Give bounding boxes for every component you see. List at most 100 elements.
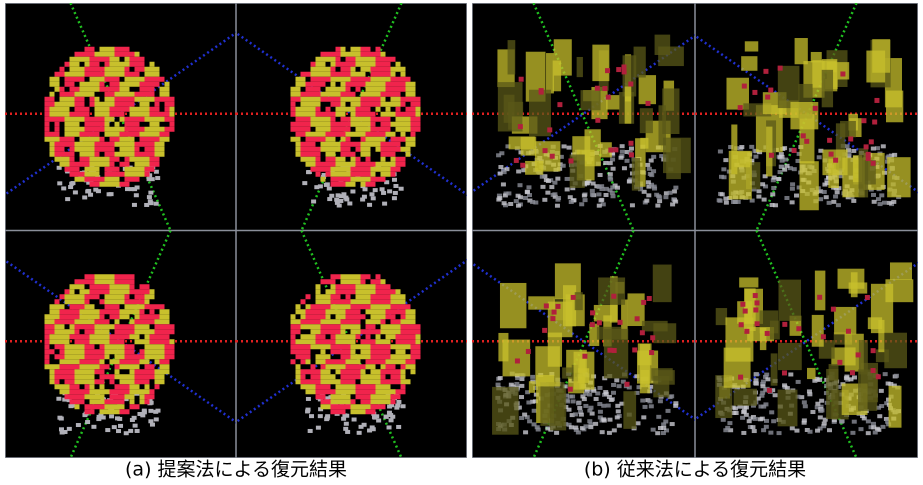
voxel <box>160 304 165 309</box>
voxel-floor <box>891 200 896 204</box>
voxel <box>170 329 175 334</box>
voxel <box>361 304 366 309</box>
voxel <box>376 142 381 147</box>
voxel <box>95 399 100 404</box>
voxel <box>160 344 165 349</box>
voxel <box>351 62 356 67</box>
voxel-floor <box>555 177 560 181</box>
voxel <box>416 107 421 112</box>
voxel <box>376 107 381 112</box>
voxel <box>85 72 90 77</box>
voxel <box>331 182 336 187</box>
voxel <box>90 379 95 384</box>
panels <box>0 0 923 481</box>
voxel <box>366 409 371 414</box>
voxel <box>366 77 371 82</box>
voxel <box>115 172 120 177</box>
voxel <box>331 152 336 157</box>
voxel <box>150 107 155 112</box>
voxel <box>140 87 145 92</box>
voxel <box>160 152 165 157</box>
voxel-floor <box>582 194 587 198</box>
voxel <box>135 62 140 67</box>
voxel <box>100 47 105 52</box>
voxel <box>406 344 411 349</box>
voxel <box>306 344 311 349</box>
voxel <box>85 309 90 314</box>
voxel-floor <box>663 195 668 199</box>
voxel <box>90 279 95 284</box>
voxel <box>125 389 130 394</box>
voxel <box>311 132 316 137</box>
voxel <box>381 97 386 102</box>
voxel <box>391 379 396 384</box>
voxel <box>371 122 376 127</box>
voxel <box>331 324 336 329</box>
voxel-floor <box>802 400 807 404</box>
voxel-block <box>770 321 780 340</box>
voxel <box>595 118 600 123</box>
voxel <box>100 284 105 289</box>
voxel <box>135 314 140 319</box>
voxel <box>331 344 336 349</box>
voxel <box>145 152 150 157</box>
voxel <box>296 379 301 384</box>
voxel-floor <box>894 374 899 378</box>
voxel-floor <box>764 373 769 377</box>
voxel-floor <box>577 406 582 410</box>
voxel <box>346 284 351 289</box>
voxel <box>346 132 351 137</box>
voxel <box>311 379 316 384</box>
voxel <box>386 82 391 87</box>
voxel <box>336 157 341 162</box>
voxel <box>90 142 95 147</box>
voxel <box>120 384 125 389</box>
voxel <box>120 364 125 369</box>
voxel <box>45 324 50 329</box>
voxel <box>115 374 120 379</box>
voxel <box>391 354 396 359</box>
voxel <box>80 289 85 294</box>
voxel <box>65 369 70 374</box>
voxel <box>105 354 110 359</box>
voxel-floor <box>132 203 137 207</box>
voxel <box>75 374 80 379</box>
voxel <box>105 152 110 157</box>
voxel-floor <box>646 180 651 184</box>
voxel <box>125 324 130 329</box>
voxel <box>381 294 386 299</box>
voxel <box>386 344 391 349</box>
voxel-floor <box>371 427 376 431</box>
voxel <box>371 364 376 369</box>
voxel <box>55 117 60 122</box>
voxel <box>120 97 125 102</box>
voxel <box>100 87 105 92</box>
voxel <box>155 127 160 132</box>
voxel <box>70 369 75 374</box>
voxel <box>371 279 376 284</box>
voxel <box>356 294 361 299</box>
voxel <box>381 57 386 62</box>
voxel <box>125 279 130 284</box>
voxel <box>150 389 155 394</box>
voxel-floor <box>588 425 593 429</box>
voxel <box>361 72 366 77</box>
voxel-floor <box>663 419 668 423</box>
voxel <box>336 349 341 354</box>
voxel <box>396 304 401 309</box>
voxel <box>135 122 140 127</box>
voxel <box>346 379 351 384</box>
voxel <box>371 349 376 354</box>
voxel-floor <box>148 199 153 203</box>
voxel <box>80 284 85 289</box>
voxel <box>301 354 306 359</box>
voxel <box>331 142 336 147</box>
voxel <box>401 319 406 324</box>
voxel <box>336 369 341 374</box>
voxel <box>90 354 95 359</box>
voxel <box>296 344 301 349</box>
voxel <box>611 294 616 299</box>
voxel-floor <box>824 195 829 199</box>
voxel <box>115 274 120 279</box>
voxel <box>321 57 326 62</box>
